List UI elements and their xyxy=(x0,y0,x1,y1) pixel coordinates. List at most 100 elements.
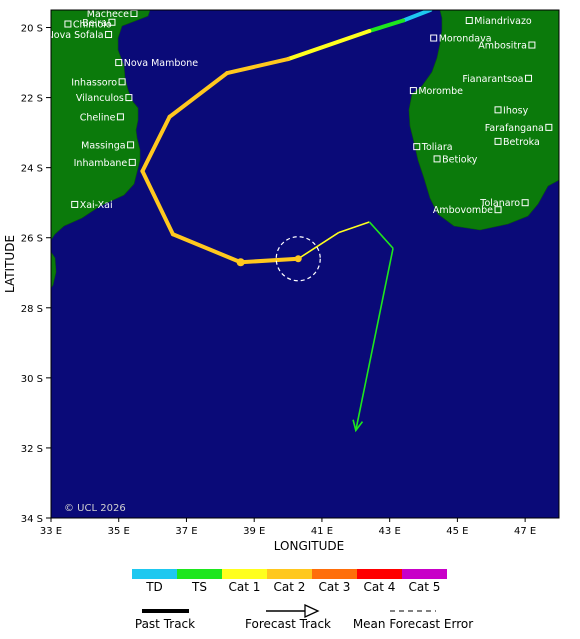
city-label-8: Massinga xyxy=(81,140,125,151)
city-marker-icon xyxy=(116,113,124,121)
city-marker-icon xyxy=(64,20,72,28)
city-marker-icon xyxy=(545,123,553,131)
legend-swatch-Cat4 xyxy=(357,569,402,579)
city-marker-icon xyxy=(118,78,126,86)
past-track-segment-0 xyxy=(401,10,433,23)
city-label-7: Cheline xyxy=(80,112,116,123)
legend: TD TS Cat 1 Cat 2 Cat 3 Cat 4 Cat 5 Past Track… xyxy=(132,569,473,631)
latitude-ticks: 20 S 22 S 24 S 26 S 28 S 30 S 32 S 34 S xyxy=(21,24,51,525)
legend-swatch-Cat2 xyxy=(267,569,312,579)
city-marker-icon xyxy=(130,10,138,18)
forecast-error-circle xyxy=(275,236,321,282)
city-marker-icon xyxy=(115,59,123,67)
city-marker-icon xyxy=(494,206,502,214)
city-marker-icon xyxy=(521,199,529,207)
city-label-18: Betroka xyxy=(503,137,540,148)
lat-tick-label-4: 28 S xyxy=(21,304,43,315)
city-label-9: Inhambane xyxy=(74,158,128,169)
city-marker-icon xyxy=(409,87,417,95)
past-track-segment-3 xyxy=(225,57,291,76)
city-marker-icon xyxy=(494,137,502,145)
city-marker-icon xyxy=(125,94,133,102)
past-track-segment-2 xyxy=(286,29,372,62)
past-track-segment-4 xyxy=(167,71,230,119)
forecast-track-segment-0 xyxy=(297,231,340,260)
city-marker-icon xyxy=(127,141,135,149)
lat-tick-label-2: 24 S xyxy=(21,164,43,175)
forecast-track-segment-1 xyxy=(338,221,370,234)
x-axis-title: LONGITUDE xyxy=(274,539,344,553)
legend-label-Cat4: Cat 4 xyxy=(364,580,396,594)
city-label-22: Ambovombe xyxy=(433,205,493,216)
madagascar-landmass xyxy=(408,10,559,231)
forecast-track-label: Forecast Track xyxy=(245,617,331,631)
legend-label-TD: TD xyxy=(145,580,163,594)
forecast-track-segment-2 xyxy=(368,221,394,249)
city-label-16: Ihosy xyxy=(503,105,529,116)
lon-tick-label-7: 47 E xyxy=(514,526,536,537)
legend-swatch-Cat5 xyxy=(402,569,447,579)
legend-label-Cat2: Cat 2 xyxy=(274,580,306,594)
city-marker-icon xyxy=(108,18,116,26)
lon-tick-label-3: 39 E xyxy=(243,526,265,537)
lon-tick-label-1: 35 E xyxy=(108,526,130,537)
category-legend: TD TS Cat 1 Cat 2 Cat 3 Cat 4 Cat 5 xyxy=(132,569,447,594)
legend-swatch-Cat3 xyxy=(312,569,357,579)
city-marker-icon xyxy=(71,200,79,208)
city-marker-icon xyxy=(494,106,502,114)
legend-label-TS: TS xyxy=(191,580,207,594)
city-label-21: Tolanaro xyxy=(479,198,520,209)
city-label-14: Morombe xyxy=(418,86,463,97)
city-marker-icon xyxy=(105,31,113,39)
current-position-dot xyxy=(294,255,302,263)
city-label-20: Betioky xyxy=(442,154,478,165)
lat-tick-label-7: 34 S xyxy=(21,514,43,525)
lon-tick-label-5: 43 E xyxy=(379,526,401,537)
city-label-19: Toliara xyxy=(421,142,453,153)
africa-landmass xyxy=(51,10,151,241)
longitude-ticks: 33 E 35 E 37 E 39 E 41 E 43 E 45 E 47 E xyxy=(40,518,536,537)
lat-tick-label-5: 30 S xyxy=(21,374,43,385)
city-label-11: Miandrivazo xyxy=(474,16,532,27)
city-label-15: Fianarantsoa xyxy=(462,74,523,85)
forecast-arrowhead-icon xyxy=(352,419,364,433)
legend-swatch-TS xyxy=(177,569,222,579)
past-track-label: Past Track xyxy=(135,617,195,631)
city-label-12: Morondava xyxy=(439,34,492,45)
legend-label-Cat3: Cat 3 xyxy=(319,580,351,594)
city-label-13: Ambositra xyxy=(478,41,527,52)
past-track-segment-5 xyxy=(140,114,172,174)
legend-swatch-TD xyxy=(132,569,177,579)
city-marker-icon xyxy=(413,143,421,151)
city-label-17: Farafangana xyxy=(485,123,544,134)
past-position-dot xyxy=(236,258,245,267)
city-label-4: Nova Mambone xyxy=(124,58,199,69)
legend-label-Cat1: Cat 1 xyxy=(229,580,261,594)
land-masses xyxy=(51,10,559,289)
city-marker-icon xyxy=(465,17,473,25)
city-label-6: Vilanculos xyxy=(76,93,124,104)
city-label-1: Chimoio xyxy=(73,20,112,31)
city-label-5: Inhassoro xyxy=(71,77,117,88)
forecast-error-label: Mean Forecast Error xyxy=(353,617,473,631)
lon-tick-label-0: 33 E xyxy=(40,526,62,537)
city-marker-icon xyxy=(528,41,536,49)
copyright-text: © UCL 2026 xyxy=(64,503,126,514)
past-track-segment-7 xyxy=(170,232,243,265)
forecast-arrow-icon xyxy=(304,603,320,619)
forecast-track-segment-3 xyxy=(355,248,394,431)
cyclone-tracks xyxy=(140,10,433,433)
past-track-segment-1 xyxy=(367,18,406,34)
city-label-0: Machece xyxy=(87,9,129,20)
past-track-segment-6 xyxy=(140,169,175,237)
lat-tick-label-6: 32 S xyxy=(21,444,43,455)
lon-tick-label-4: 41 E xyxy=(311,526,333,537)
city-label-10: Xai-Xai xyxy=(80,200,113,211)
legend-swatch-Cat1 xyxy=(222,569,267,579)
city-marker-icon xyxy=(525,74,533,82)
city-marker-icon xyxy=(128,158,136,166)
past-track-segment-8 xyxy=(238,256,301,265)
lat-tick-label-3: 26 S xyxy=(21,234,43,245)
